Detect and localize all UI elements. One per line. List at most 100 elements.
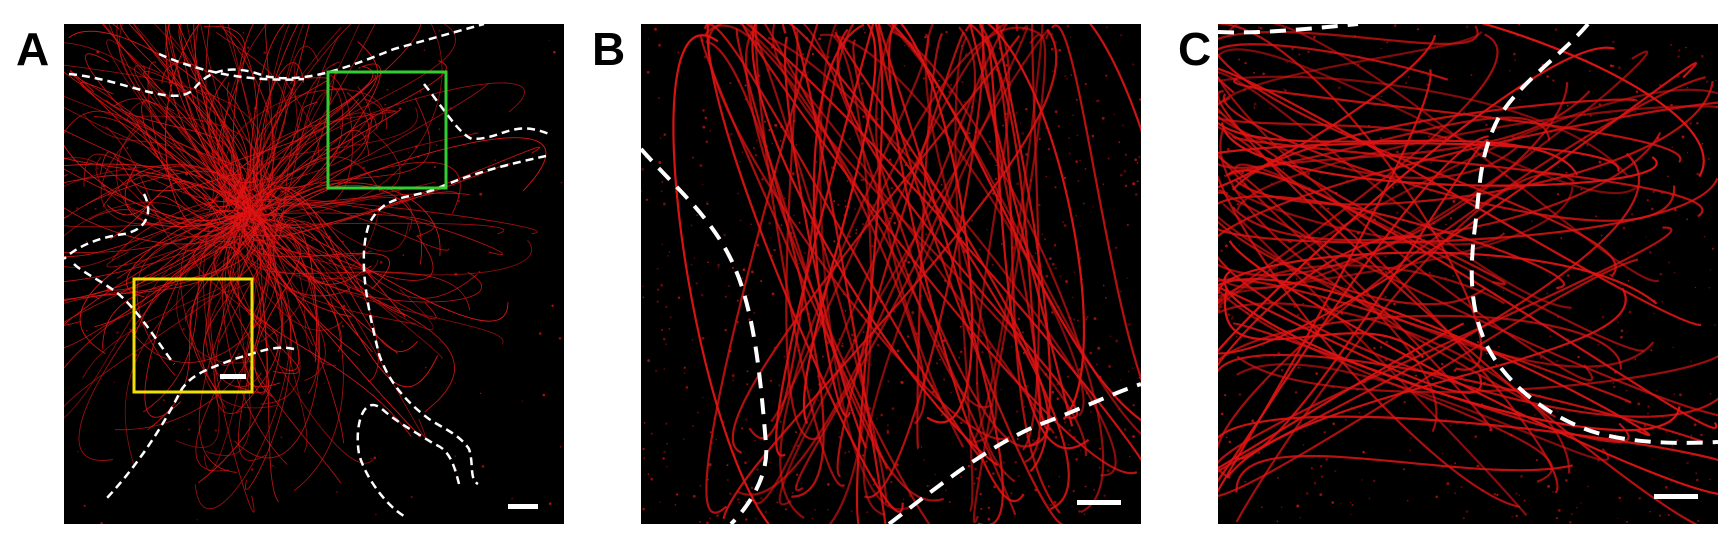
speckle	[1614, 370, 1617, 374]
speckle	[1331, 501, 1335, 504]
filament	[1218, 107, 1506, 286]
speckle	[1085, 318, 1088, 321]
speckle	[875, 417, 878, 420]
speckle	[970, 219, 974, 222]
filament	[1218, 50, 1649, 290]
speckle	[1336, 71, 1338, 73]
speckle	[1334, 191, 1338, 195]
speckle	[1066, 78, 1068, 80]
speckle	[1619, 283, 1622, 286]
filament	[205, 24, 247, 203]
speckle	[795, 143, 798, 146]
speckle	[755, 518, 757, 520]
speckle	[1356, 231, 1360, 235]
cell-outline	[887, 382, 1141, 524]
speckle	[1445, 223, 1447, 226]
speckle	[882, 103, 884, 106]
speckle	[827, 508, 829, 511]
speckle	[1258, 26, 1261, 29]
speckle	[1241, 171, 1245, 175]
speckle	[979, 25, 982, 29]
inset-scale-bar	[220, 374, 246, 379]
filament	[256, 24, 304, 208]
speckle	[664, 343, 667, 346]
scale-bar	[1077, 500, 1121, 505]
speckle	[174, 101, 176, 104]
speckle	[665, 465, 668, 468]
speckle	[702, 396, 704, 399]
speckle	[895, 463, 899, 467]
speckle	[900, 380, 903, 384]
speckle	[1285, 288, 1288, 290]
speckle	[1057, 125, 1060, 128]
speckle	[793, 110, 796, 112]
speckle	[1609, 273, 1612, 277]
speckle	[1417, 28, 1419, 31]
speckle	[1514, 59, 1517, 62]
speckle	[709, 517, 711, 520]
speckle	[102, 184, 106, 188]
speckle	[1646, 199, 1649, 202]
speckle	[241, 137, 244, 139]
speckle	[1324, 221, 1327, 224]
speckle	[1015, 138, 1018, 140]
speckle	[1695, 472, 1698, 475]
speckle	[1001, 496, 1004, 499]
speckle	[1299, 126, 1301, 128]
speckle	[728, 285, 730, 287]
speckle	[713, 417, 716, 420]
speckle	[1055, 73, 1057, 75]
speckle	[674, 503, 677, 506]
speckle	[1659, 272, 1663, 276]
speckle	[778, 63, 781, 65]
speckle	[1047, 485, 1050, 488]
filament	[1218, 82, 1569, 277]
speckle	[658, 161, 662, 164]
speckle	[354, 286, 357, 288]
speckle	[439, 341, 442, 344]
speckle	[1000, 350, 1002, 353]
speckle	[1015, 410, 1019, 413]
speckle	[1027, 220, 1029, 223]
speckle	[963, 101, 966, 104]
speckle	[1081, 278, 1084, 281]
speckle	[1085, 392, 1088, 395]
speckle	[452, 183, 455, 187]
speckle	[1302, 302, 1304, 305]
speckle	[1234, 71, 1237, 73]
filament	[69, 70, 244, 227]
panel-label-a: A	[16, 23, 50, 75]
speckle	[791, 65, 794, 67]
filament	[203, 25, 246, 180]
speckle	[810, 399, 813, 402]
filament	[194, 247, 292, 510]
speckle	[770, 46, 774, 49]
speckle	[1040, 320, 1043, 323]
speckle	[1263, 319, 1267, 322]
speckle	[1626, 520, 1628, 523]
speckle	[1647, 405, 1650, 408]
speckle	[973, 467, 977, 471]
speckle	[1617, 321, 1619, 324]
filament	[209, 228, 255, 513]
speckle	[1692, 321, 1695, 324]
speckle	[1677, 55, 1680, 58]
speckle	[1612, 382, 1615, 384]
speckle	[1577, 355, 1580, 359]
speckle	[773, 248, 776, 252]
speckle	[820, 386, 823, 389]
speckle	[384, 103, 387, 106]
filament	[251, 61, 299, 181]
speckle	[1494, 292, 1497, 295]
speckle	[1059, 275, 1062, 278]
cell-outline	[1218, 24, 1359, 35]
speckle	[1511, 515, 1514, 518]
filament	[890, 30, 1105, 514]
speckle	[993, 485, 997, 489]
speckle	[100, 522, 104, 524]
speckle	[699, 484, 702, 487]
speckle	[793, 381, 795, 383]
speckle	[1124, 184, 1128, 188]
speckle	[818, 314, 821, 317]
speckle	[641, 167, 645, 171]
